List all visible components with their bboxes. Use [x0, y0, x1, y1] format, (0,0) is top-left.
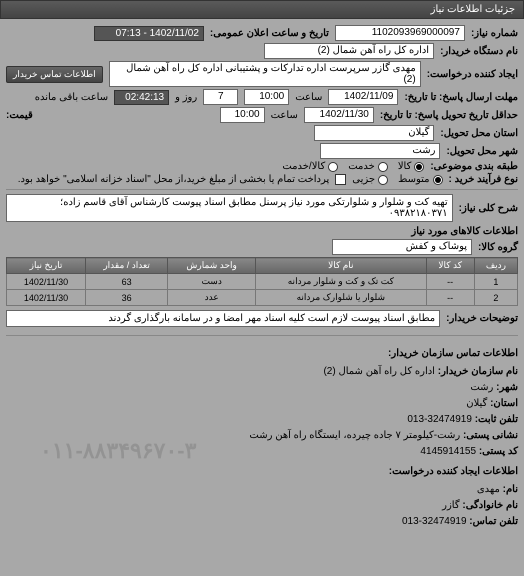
c-addr-label: نشانی پستی:: [463, 430, 518, 441]
c-prov-val: گیلان: [466, 398, 487, 409]
table-cell: کت تک و کت و شلوار مردانه: [256, 274, 426, 290]
buyer-note-label: توضیحات خریدار:: [446, 313, 518, 324]
treasury-label: پرداخت تمام یا بخشی از مبلغ خرید،از محل …: [18, 174, 330, 185]
r-name-label: نام:: [503, 484, 518, 495]
package-radio-group: کالا خدمت کالا/خدمت: [282, 161, 424, 172]
requester-label: ایجاد کننده درخواست:: [427, 69, 518, 80]
announce-date-value: 1402/11/02 - 07:13: [94, 26, 204, 41]
table-row: 1--کت تک و کت و شلوار مردانهدست631402/11…: [7, 274, 518, 290]
buyer-note-value: مطابق اسناد پیوست لازم است کلیه اسناد مه…: [6, 310, 440, 327]
c-postal-val: 4145914155: [420, 446, 476, 457]
process-label: نوع فرآیند خرید :: [449, 174, 518, 185]
c-prov-label: استان:: [490, 398, 518, 409]
requester-info-header: اطلاعات ایجاد کننده درخواست:: [6, 464, 518, 480]
panel-header: جزئیات اطلاعات نیاز: [0, 0, 524, 19]
buyer-org-value: اداره کل راه آهن شمال (2): [264, 43, 434, 59]
requester-value: مهدی گازر سرپرست اداره تدارکات و پشتیبان…: [109, 61, 421, 87]
delivery-label: حداقل تاریخ تحویل پاسخ: تا تاریخ:: [380, 110, 518, 121]
city-label: شهر محل تحویل:: [446, 146, 518, 157]
table-header: ردیف: [474, 258, 517, 274]
deadline-days: 7: [203, 89, 238, 105]
r-family-val: گازر: [442, 500, 459, 511]
radio-minor[interactable]: جزیی: [352, 174, 388, 185]
table-cell: شلوار یا شلوارک مردانه: [256, 290, 426, 306]
table-cell: 1402/11/30: [7, 274, 86, 290]
c-phone-label: تلفن ثابت:: [475, 414, 518, 425]
subject-value: تهیه کت و شلوار و شلوارتکی مورد نیاز پرس…: [6, 194, 453, 222]
goods-header: اطلاعات کالاهای مورد نیاز: [6, 226, 518, 237]
day-label: روز و: [175, 92, 197, 103]
c-phone-val: 32474919-013: [407, 414, 472, 425]
table-header: واحد شمارش: [168, 258, 256, 274]
subject-label: شرح کلی نیاز:: [459, 203, 518, 214]
buyer-org-label: نام دستگاه خریدار:: [440, 46, 518, 57]
price-label: قیمت:: [6, 110, 33, 121]
table-cell: دست: [168, 274, 256, 290]
deadline-send-time: 10:00: [244, 89, 289, 105]
group-label: گروه کالا:: [478, 242, 518, 253]
c-addr-val: رشت-کیلومتر ۷ جاده چیرده، ایستگاه راه آه…: [249, 430, 460, 441]
contact-info-button[interactable]: اطلاعات تماس خریدار: [6, 66, 103, 83]
announce-date-label: تاریخ و ساعت اعلان عمومی:: [210, 28, 329, 39]
time-label-1: ساعت: [295, 92, 322, 103]
remain-label: ساعت باقی مانده: [35, 92, 108, 103]
table-cell: 1: [474, 274, 517, 290]
province-label: استان محل تحویل:: [440, 128, 518, 139]
c-org-val: اداره کل راه آهن شمال (2): [323, 366, 435, 377]
delivery-time: 10:00: [220, 107, 265, 123]
contact-header: اطلاعات تماس سازمان خریدار:: [6, 346, 518, 362]
table-header: تاریخ نیاز: [7, 258, 86, 274]
r-name-val: مهدی: [477, 484, 500, 495]
table-cell: 1402/11/30: [7, 290, 86, 306]
package-label: طبقه بندی موضوعی:: [430, 161, 518, 172]
c-city-label: شهر:: [496, 382, 518, 393]
request-number-value: 1102093969000097: [335, 25, 465, 41]
deadline-send-label: مهلت ارسال پاسخ: تا تاریخ:: [404, 92, 518, 103]
treasury-checkbox[interactable]: [335, 174, 346, 185]
group-value: پوشاک و کفش: [332, 239, 472, 255]
city-value: رشت: [320, 143, 440, 159]
table-header: نام کالا: [256, 258, 426, 274]
request-number-label: شماره نیاز:: [471, 28, 518, 39]
table-cell: 63: [86, 274, 168, 290]
deadline-send-date: 1402/11/09: [328, 89, 398, 105]
table-row: 2--شلوار یا شلوارک مردانهعدد361402/11/30: [7, 290, 518, 306]
c-postal-label: کد پستی:: [479, 446, 518, 457]
r-phone-label: تلفن تماس:: [469, 516, 518, 527]
table-header: کد کالا: [426, 258, 474, 274]
radio-khedmat[interactable]: خدمت: [348, 161, 388, 172]
delivery-date: 1402/11/30: [304, 107, 374, 123]
r-phone-val: 32474919-013: [402, 516, 467, 527]
deadline-remain: 02:42:13: [114, 90, 169, 105]
process-radio-group: متوسط جزیی: [352, 174, 442, 185]
c-org-label: نام سازمان خریدار:: [438, 366, 518, 377]
radio-kala-khedmat[interactable]: کالا/خدمت: [282, 161, 338, 172]
table-cell: --: [426, 290, 474, 306]
radio-medium[interactable]: متوسط: [398, 174, 442, 185]
table-cell: 2: [474, 290, 517, 306]
time-label-2: ساعت: [271, 110, 298, 121]
radio-kala[interactable]: کالا: [398, 161, 425, 172]
table-header: تعداد / مقدار: [86, 258, 168, 274]
table-cell: عدد: [168, 290, 256, 306]
province-value: گیلان: [314, 125, 434, 141]
table-cell: --: [426, 274, 474, 290]
goods-table: ردیفکد کالانام کالاواحد شمارشتعداد / مقد…: [6, 257, 518, 306]
c-city-val: رشت: [470, 382, 493, 393]
r-family-label: نام خانوادگی:: [462, 500, 518, 511]
table-cell: 36: [86, 290, 168, 306]
